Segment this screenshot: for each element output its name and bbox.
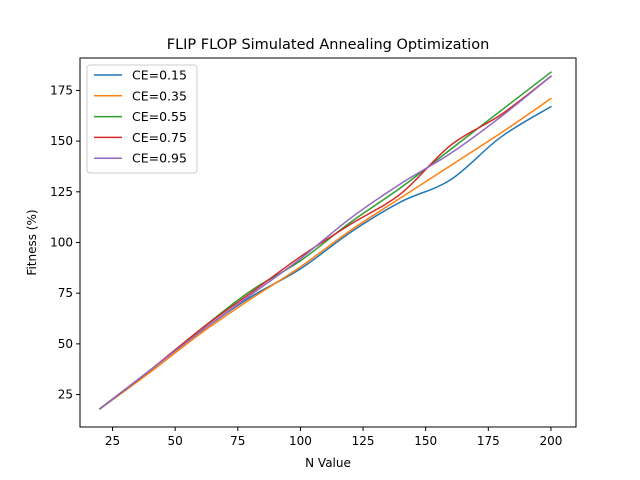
y-tick-label: 150	[50, 134, 73, 148]
x-tick-label: 75	[230, 434, 245, 448]
x-tick-label: 125	[352, 434, 375, 448]
legend-box	[86, 64, 198, 174]
x-tick-label: 50	[168, 434, 183, 448]
legend-label: CE=0.55	[132, 109, 187, 124]
legend-label: CE=0.15	[132, 68, 187, 83]
y-axis: 25 50 75 100 125 150 175	[50, 83, 80, 402]
series-line-2	[98, 97, 552, 410]
x-axis-label: N Value	[305, 456, 351, 470]
legend: CE=0.15 CE=0.35 CE=0.55 CE=0.75 CE=0.95	[86, 64, 198, 174]
x-tick-label: 150	[414, 434, 437, 448]
y-tick-label: 175	[50, 83, 73, 97]
chart-title: FLIP FLOP Simulated Annealing Optimizati…	[167, 37, 490, 53]
legend-label: CE=0.75	[132, 130, 187, 145]
y-tick-label: 75	[58, 286, 73, 300]
y-tick-label: 125	[50, 185, 73, 199]
y-tick-label: 25	[58, 388, 73, 402]
y-tick-label: 100	[50, 236, 73, 250]
x-tick-label: 200	[539, 434, 562, 448]
x-axis: 25 50 75 100 125 150 175 200	[105, 427, 562, 448]
x-tick-label: 25	[105, 434, 120, 448]
legend-label: CE=0.95	[132, 151, 187, 166]
series-line-4	[98, 75, 553, 410]
plot-area	[79, 57, 577, 428]
series-layer	[98, 71, 553, 410]
x-tick-label: 100	[289, 434, 312, 448]
y-axis-label: Fitness (%)	[25, 209, 39, 275]
x-tick-label: 175	[477, 434, 500, 448]
legend-label: CE=0.35	[132, 88, 187, 103]
series-line-5	[98, 75, 553, 410]
y-tick-label: 50	[58, 337, 73, 351]
